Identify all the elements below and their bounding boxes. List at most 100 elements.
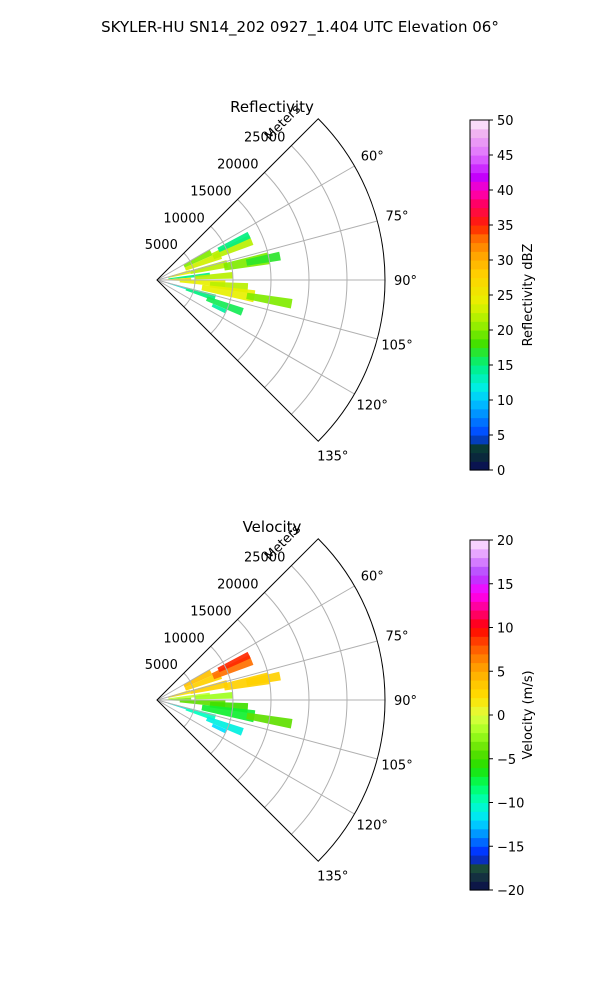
azimuth-tick-label: 135° [317,870,348,885]
echo-region [205,296,244,316]
colorbar-tick-label: 25 [497,289,514,304]
colorbar-segment [470,338,489,349]
echo-region [201,704,256,723]
colorbar-segment [470,732,489,742]
azimuth-tick-label: 90° [394,274,417,289]
echo-region [211,303,227,314]
colorbar-segment [470,575,489,585]
colorbar-segment [470,321,489,331]
echo-layer [164,231,293,316]
colorbar-segment [470,820,489,830]
colorbar-tick-label: 20 [497,534,514,549]
colorbar-segment [470,260,489,270]
colorbar-segment [470,461,489,471]
echo-region [168,692,211,700]
colorbar-segment [470,146,489,156]
colorbar-tick-label: −15 [497,840,524,855]
colorbar-segment [470,365,489,375]
colorbar-segment [470,435,489,445]
echo-region [245,671,281,686]
echo-region [245,251,281,266]
colorbar-segment [470,312,489,322]
colorbar-segment [470,706,489,716]
figure-title: SKYLER-HU SN14_202 0927_1.404 UTC Elevat… [101,18,499,37]
colorbar-tick-label: 30 [497,254,514,269]
colorbar-segment [470,190,489,200]
colorbar-segment [470,610,489,620]
echo-region [194,272,233,280]
colorbar-segment [470,233,489,244]
azimuth-tick-label: 60° [361,570,384,585]
azimuth-tick-label: 120° [357,818,388,833]
colorbar-segment [470,671,489,681]
colorbar: −20 −15 −10 −5 0 5 10 15 20 Velocity (m/s) [469,534,536,899]
colorbar-segment [470,540,489,550]
colorbar-segment [470,793,489,804]
colorbar-segment [470,846,489,856]
azimuth-spoke [156,220,378,281]
colorbar-segment [470,881,489,891]
colorbar-segment [470,225,489,235]
radial-tick-label: 20000 [217,578,258,593]
colorbar-tick-label: 0 [497,464,505,479]
colorbar-segment [470,653,489,664]
colorbar-segment [470,855,489,865]
panel-reflectivity: 5000 10000 15000 20000 25000 60° 75° 90° 105° 120… [145,98,536,479]
colorbar-segment [470,741,489,751]
colorbar-segment [470,373,489,384]
colorbar-segment [470,400,489,410]
echo-region [184,252,223,271]
colorbar-segment [470,155,489,165]
colorbar-tick-label: 10 [497,394,514,409]
colorbar-segment [470,391,489,401]
colorbar-label: Velocity (m/s) [521,670,536,759]
colorbar-segment [470,636,489,646]
colorbar-segment [470,207,489,217]
colorbar-tick-label: 45 [497,149,514,164]
colorbar-segment [470,417,489,427]
sector-frame [156,538,386,862]
colorbar-tick-label: 5 [497,665,505,680]
azimuth-tick-label: 75° [386,210,409,225]
radial-tick-label: 20000 [217,158,258,173]
colorbar-segment [470,295,489,305]
colorbar-tick-label: 15 [497,359,514,374]
azimuth-tick-label: 120° [357,398,388,413]
colorbar-segment [470,251,489,261]
colorbar-segment [470,767,489,777]
colorbar-tick-label: 10 [497,622,514,637]
sector-frame [156,118,386,442]
colorbar: 0 5 10 15 20 25 30 35 40 45 50 Reflectivity dBZ [469,114,536,479]
colorbar-segment [470,181,489,191]
colorbar-segment [470,268,489,279]
echo-region [184,672,223,691]
azimuth-tick-label: 75° [386,630,409,645]
colorbar-segment [470,811,489,821]
colorbar-segment [470,548,489,559]
azimuth-spoke [156,640,378,701]
colorbar-segment [470,566,489,576]
azimuth-tick-label: 90° [394,694,417,709]
colorbar-segment [470,872,489,882]
colorbar-segment [470,583,489,594]
colorbar-tick-label: −5 [497,753,516,768]
radial-tick-label: 15000 [190,184,231,199]
colorbar-segment [470,557,489,567]
echo-region [201,284,256,303]
colorbar-segment [470,443,489,454]
azimuth-spoke [156,699,355,815]
colorbar-segment [470,697,489,707]
colorbar-segment [470,163,489,174]
colorbar-tick-label: −10 [497,797,524,812]
colorbar-tick-label: 35 [497,219,514,234]
colorbar-segment [470,198,489,209]
azimuth-spoke [156,279,355,395]
panel-title: Reflectivity [230,98,314,116]
colorbar-segment [470,758,489,769]
colorbar-tick-label: 40 [497,184,514,199]
colorbar-segment [470,837,489,847]
radial-tick-label: 10000 [163,211,204,226]
echo-layer [164,651,293,736]
colorbar-segment [470,128,489,139]
